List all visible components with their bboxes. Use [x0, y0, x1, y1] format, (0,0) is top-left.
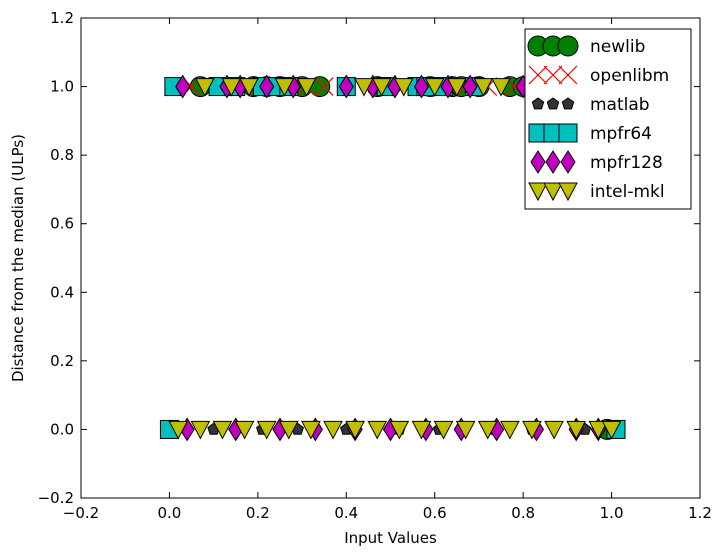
plot-frame [80, 17, 701, 499]
intel-mkl-point [473, 78, 494, 97]
y-tick-label: 0.6 [50, 215, 74, 233]
intel-mkl-point [234, 420, 255, 440]
legend-label: mpfr64 [590, 124, 652, 144]
intel-mkl-point [168, 420, 189, 440]
legend-entry-mpfr64: mpfr64 [528, 123, 652, 144]
legend-entry-newlib: newlib [527, 35, 645, 57]
intel-mkl-point [323, 420, 343, 440]
legend-marker [558, 182, 578, 202]
intel-mkl-point [239, 78, 259, 97]
y-tick-label: 0.0 [50, 420, 74, 438]
intel-mkl-point [296, 78, 317, 97]
mpfr128-point [175, 74, 191, 99]
legend-box [524, 28, 692, 210]
legend-label: newlib [590, 37, 645, 57]
intel-mkl-point [274, 78, 295, 97]
legend-label: matlab [590, 95, 650, 115]
y-axis-label: Distance from the median (ULPs) [9, 134, 27, 382]
legend-label: intel-mkl [590, 182, 665, 202]
intel-mkl-point [301, 420, 321, 440]
intel-mkl-point [424, 78, 445, 97]
intel-mkl-point [256, 420, 277, 440]
legend-marker [545, 150, 561, 174]
x-axis-label: Input Values [344, 529, 437, 547]
mpfr128-point [462, 74, 478, 99]
mpfr128-point [259, 74, 275, 99]
legend-entry-matlab: matlab [531, 95, 650, 115]
y-tick-label: 1.2 [50, 9, 74, 27]
data-marks [159, 74, 626, 442]
legend-marker [546, 97, 560, 110]
intel-mkl-point [278, 420, 299, 440]
legend-marker [543, 182, 563, 202]
x-tick-label: 1.2 [688, 504, 712, 522]
intel-mkl-point [221, 78, 242, 97]
intel-mkl-point [522, 420, 542, 440]
legend-marker [557, 35, 579, 57]
intel-mkl-point [354, 78, 374, 97]
intel-mkl-point [411, 420, 432, 440]
intel-mkl-point [455, 420, 476, 440]
intel-mkl-point [194, 78, 215, 97]
intel-mkl-point [500, 420, 520, 440]
legend-marker [528, 65, 548, 85]
series-intel-mkl [168, 78, 622, 440]
y-tick-label: 1.0 [50, 78, 74, 96]
legend-entry-openlibm: openlibm [528, 65, 669, 86]
axis-ticks: −0.2 0.0 0.2 0.4 0.6 0.8 1.0 1.2 −0.2 0.0 0.2 0.4 0.… [38, 9, 712, 522]
x-tick-label: 0.4 [334, 504, 358, 522]
legend: newlib openlibm matlab mpfr64 mpfr128 intel-m… [524, 28, 692, 210]
legend-label: mpfr128 [590, 153, 663, 173]
intel-mkl-point [477, 420, 498, 440]
intel-mkl-point [544, 420, 564, 440]
x-tick-label: 0.0 [157, 504, 181, 522]
y-tick-label: 0.2 [50, 352, 74, 370]
legend-label: openlibm [590, 66, 669, 86]
mpfr128-point [338, 74, 354, 99]
intel-mkl-point [371, 78, 392, 97]
intel-mkl-point [433, 420, 454, 440]
intel-mkl-point [566, 420, 587, 440]
legend-marker [528, 182, 548, 202]
intel-mkl-point [345, 420, 365, 440]
x-tick-label: 0.6 [423, 504, 447, 522]
intel-mkl-point [367, 420, 388, 440]
intel-mkl-point [212, 420, 233, 440]
legend-marker [543, 65, 563, 85]
x-tick-label: 0.2 [246, 504, 270, 522]
intel-mkl-point [393, 78, 414, 97]
intel-mkl-point [389, 420, 410, 440]
y-tick-label: 0.4 [50, 283, 74, 301]
x-tick-label: 1.0 [600, 504, 624, 522]
x-tick-label: 0.8 [511, 504, 535, 522]
legend-entry-intel-mkl: intel-mkl [528, 182, 665, 202]
legend-marker [558, 123, 578, 143]
openlibm-point [314, 77, 334, 96]
mpfr128-point [413, 74, 430, 99]
intel-mkl-point [190, 420, 211, 440]
legend-marker [558, 65, 578, 85]
intel-mkl-point [588, 420, 609, 440]
y-tick-label: −0.2 [38, 489, 74, 507]
legend-marker [530, 150, 546, 174]
intel-mkl-point [446, 78, 467, 97]
x-tick-label: −0.2 [63, 504, 99, 522]
intel-mkl-point [491, 78, 511, 97]
legend-marker [560, 150, 576, 174]
legend-marker [561, 97, 575, 110]
legend-entry-mpfr128: mpfr128 [530, 150, 663, 174]
legend-marker [531, 97, 545, 110]
intel-mkl-point [601, 420, 622, 440]
y-tick-label: 0.8 [50, 146, 74, 164]
